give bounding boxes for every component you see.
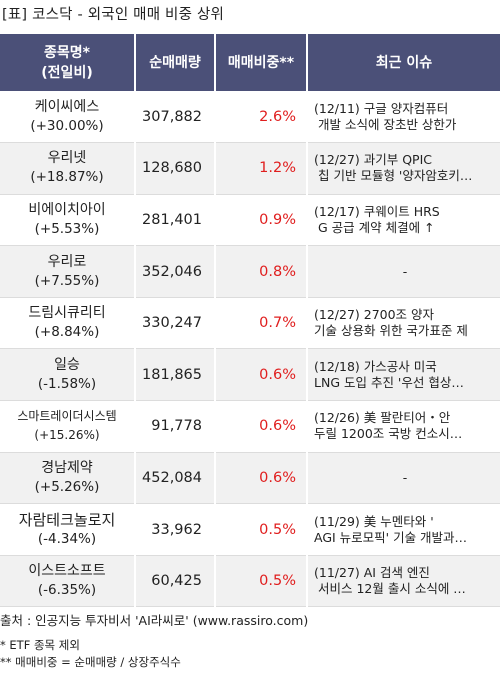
net-volume: 330,247 (135, 297, 216, 349)
net-volume: 91,778 (135, 400, 216, 453)
stock-change: (-1.58%) (37, 375, 97, 392)
trade-ratio: 0.5% (215, 555, 308, 607)
recent-issue: (12/27) 과기부 QPIC 칩 기반 모듈형 '양자암호키… (307, 142, 500, 195)
stock-name-cell: 자람테크놀로지 (-4.34%) (0, 503, 136, 556)
trade-ratio: 0.6% (215, 400, 308, 453)
net-volume: 352,046 (135, 245, 216, 298)
net-volume: 33,962 (135, 503, 216, 556)
table-header-row: 종목명* (전일비) 순매매량 매매비중** 최근 이슈 (0, 34, 500, 91)
footnote-ratio: ** 매매비중 = 순매매량 / 상장주식수 (0, 655, 181, 669)
table-row: 케이씨에스 (+30.00%) 307,882 2.6% (12/11) 구글 … (0, 91, 500, 143)
stock-name-cell: 드림시큐리티 (+8.84%) (0, 297, 136, 349)
source-note: 출처 : 인공지능 투자비서 'AI라씨로' (www.rassiro.com) (0, 613, 309, 628)
stock-name-cell: 우리로 (+7.55%) (0, 245, 136, 298)
trade-ratio: 0.8% (215, 245, 308, 298)
stock-name: 일승 (54, 356, 80, 373)
stock-name-cell: 스마트레이더시스템 (+15.26%) (0, 400, 136, 453)
stock-name-cell: 이스트소프트 (-6.35%) (0, 555, 136, 607)
recent-issue: (11/27) AI 검색 엔진 서비스 12월 출시 소식에 … (307, 555, 500, 607)
recent-issue: (12/26) 美 팔란티어・안 두릴 1200조 국방 컨소시… (307, 400, 500, 453)
stock-name: 경남제약 (41, 459, 93, 476)
net-volume: 128,680 (135, 142, 216, 195)
table-row: 드림시큐리티 (+8.84%) 330,247 0.7% (12/27) 270… (0, 297, 500, 349)
recent-issue: (12/27) 2700조 양자 기술 상용화 위한 국가표준 제 (307, 297, 500, 349)
stock-name: 케이씨에스 (34, 98, 100, 115)
table-row: 자람테크놀로지 (-4.34%) 33,962 0.5% (11/29) 美 누… (0, 503, 500, 556)
trade-ratio: 0.9% (215, 194, 308, 246)
recent-issue: - (307, 245, 500, 298)
stock-change: (+8.84%) (34, 324, 100, 341)
table-row: 스마트레이더시스템 (+15.26%) 91,778 0.6% (12/26) … (0, 400, 500, 453)
table-row: 이스트소프트 (-6.35%) 60,425 0.5% (11/27) AI 검… (0, 555, 500, 607)
recent-issue: (12/17) 쿠웨이트 HRS G 공급 계약 체결에 ↑ (307, 194, 500, 246)
net-volume: 60,425 (135, 555, 216, 607)
recent-issue: (11/29) 美 누멘타와 ' AGI 뉴로모픽' 기술 개발과… (307, 503, 500, 556)
recent-issue: - (307, 452, 500, 504)
table-row: 비에이치아이 (+5.53%) 281,401 0.9% (12/17) 쿠웨이… (0, 194, 500, 246)
stock-name-cell: 케이씨에스 (+30.00%) (0, 91, 136, 143)
trade-ratio: 1.2% (215, 142, 308, 195)
net-volume: 452,084 (135, 452, 216, 504)
table-row: 경남제약 (+5.26%) 452,084 0.6% - (0, 452, 500, 504)
trade-ratio: 0.5% (215, 503, 308, 556)
stock-name: 자람테크놀로지 (18, 510, 116, 529)
trade-ratio: 0.6% (215, 452, 308, 504)
foreign-trading-table: 종목명* (전일비) 순매매량 매매비중** 최근 이슈 케이씨에스 (+30.… (0, 34, 500, 607)
net-volume: 181,865 (135, 348, 216, 401)
stock-name: 스마트레이더시스템 (17, 409, 117, 424)
stock-name: 드림시큐리티 (28, 305, 106, 322)
stock-change: (+5.53%) (34, 220, 100, 237)
stock-name-cell: 경남제약 (+5.26%) (0, 452, 136, 504)
stock-name: 우리넷 (47, 150, 87, 167)
header-volume: 순매매량 (135, 34, 216, 91)
stock-change: (+15.26%) (34, 428, 100, 443)
net-volume: 307,882 (135, 91, 216, 143)
recent-issue: (12/18) 가스공사 미국 LNG 도입 추진 '우선 협상… (307, 348, 500, 401)
stock-change: (+5.26%) (34, 478, 100, 495)
header-ratio: 매매비중** (215, 34, 308, 91)
table-row: 일승 (-1.58%) 181,865 0.6% (12/18) 가스공사 미국… (0, 348, 500, 401)
net-volume: 281,401 (135, 194, 216, 246)
header-issue: 최근 이슈 (307, 34, 500, 91)
stock-name-cell: 비에이치아이 (+5.53%) (0, 194, 136, 246)
footnote-etf: * ETF 종목 제외 (0, 638, 80, 652)
header-name: 종목명* (전일비) (0, 34, 136, 91)
stock-name: 우리로 (47, 253, 87, 270)
page-title: [표] 코스닥 - 외국인 매매 비중 상위 (2, 7, 225, 23)
stock-change: (-4.34%) (37, 530, 97, 547)
stock-name: 이스트소프트 (28, 563, 106, 580)
stock-name-cell: 우리넷 (+18.87%) (0, 142, 136, 195)
table-row: 우리로 (+7.55%) 352,046 0.8% - (0, 245, 500, 298)
trade-ratio: 2.6% (215, 91, 308, 143)
recent-issue: (12/11) 구글 양자컴퓨터 개발 소식에 장초반 상한가 (307, 91, 500, 143)
stock-change: (+7.55%) (34, 272, 100, 289)
stock-name-cell: 일승 (-1.58%) (0, 348, 136, 401)
stock-name: 비에이치아이 (28, 201, 106, 218)
stock-change: (-6.35%) (37, 582, 97, 599)
trade-ratio: 0.6% (215, 348, 308, 401)
table-row: 우리넷 (+18.87%) 128,680 1.2% (12/27) 과기부 Q… (0, 142, 500, 195)
stock-change: (+30.00%) (30, 117, 104, 134)
stock-change: (+18.87%) (30, 169, 104, 186)
trade-ratio: 0.7% (215, 297, 308, 349)
